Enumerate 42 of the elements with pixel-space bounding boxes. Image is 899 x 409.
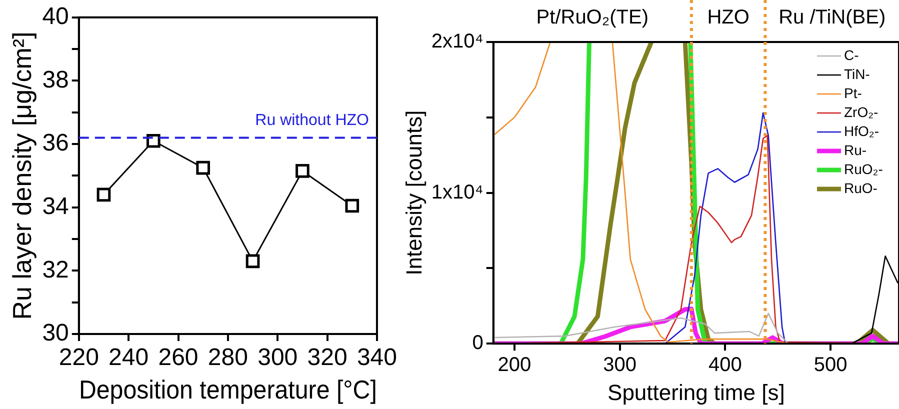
legend-label: ZrO₂- (844, 104, 879, 120)
point (296, 164, 310, 178)
x-tick-label: 200 (498, 354, 532, 376)
legend-label: TiN- (844, 66, 870, 82)
y-tick-label: 34 (42, 192, 69, 220)
legend-label: C- (844, 46, 860, 63)
legend-label: Ru- (844, 142, 867, 158)
x-tick-label: 500 (814, 354, 848, 376)
x-axis-title: Deposition temperature [°C] (78, 376, 377, 405)
point (345, 198, 360, 213)
x-tick-label: 400 (708, 354, 742, 376)
y-tick-label: 38 (42, 66, 69, 94)
x-tick-label: 240 (108, 344, 149, 372)
y-axis-title: Intensity [counts] (401, 110, 426, 276)
y-tick-label: 0 (472, 332, 484, 354)
y-tick-label: 30 (42, 320, 69, 347)
x-tick-label: 260 (158, 344, 198, 372)
legend-label: RuO- (844, 180, 878, 196)
x-tick-label: 340 (356, 344, 397, 372)
y-tick-label: 36 (42, 130, 69, 157)
point (146, 134, 160, 148)
y-tick-label: 2x10⁴ (431, 30, 484, 53)
y-axis-title: Ru layer density [μg/cm²] (6, 32, 37, 320)
ref-line-label: Ru without HZO (255, 112, 369, 130)
y-tick-label: 32 (42, 256, 69, 284)
legend-label: Pt- (844, 84, 862, 101)
point (246, 254, 260, 268)
x-axis-title: Sputtering time [s] (608, 380, 785, 405)
y-tick-label: 1x10⁴ (431, 181, 484, 204)
x-tick-label: 300 (603, 354, 636, 376)
y-tick-label: 40 (42, 3, 69, 30)
legend-label: HfO₂- (844, 122, 880, 139)
x-tick-label: 320 (307, 344, 348, 372)
x-tick-label: 300 (258, 344, 298, 372)
x-tick-label: 220 (58, 344, 99, 372)
text: Ru /TiN(BE) (778, 6, 886, 29)
point (196, 160, 210, 175)
x-tick-label: 280 (208, 344, 248, 372)
text: HZO (707, 6, 750, 29)
point (96, 188, 111, 202)
text: Pt/RuO₂(TE) (536, 6, 649, 29)
legend-label: RuO₂- (844, 160, 884, 177)
